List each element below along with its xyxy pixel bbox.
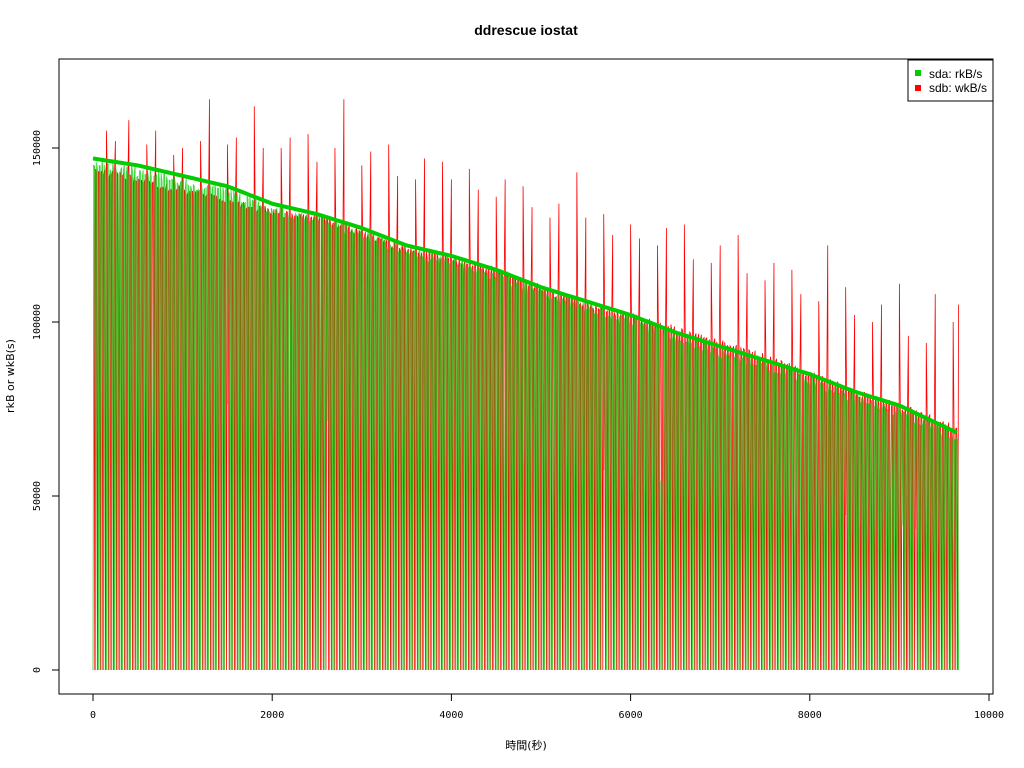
legend: sda: rkB/s sdb: wkB/s bbox=[907, 59, 994, 102]
x-tick-label: 0 bbox=[90, 710, 96, 721]
x-axis: 0 2000 4000 6000 8000 10000 bbox=[90, 693, 1004, 721]
legend-swatch-sdb bbox=[915, 85, 921, 91]
legend-label-sdb: sdb: wkB/s bbox=[929, 81, 987, 95]
legend-label-sda: sda: rkB/s bbox=[929, 67, 982, 81]
x-tick-label: 4000 bbox=[439, 710, 463, 721]
series-line-sda bbox=[92, 160, 959, 671]
x-tick-label: 2000 bbox=[260, 710, 284, 721]
legend-box bbox=[907, 59, 994, 102]
y-tick-label: 100000 bbox=[32, 304, 43, 340]
plot-data bbox=[92, 99, 959, 671]
y-tick-label: 50000 bbox=[32, 481, 43, 511]
x-tick-label: 8000 bbox=[798, 710, 822, 721]
series-top-sda bbox=[92, 156, 958, 435]
y-axis: 0 50000 100000 150000 bbox=[32, 130, 60, 673]
x-tick-label: 6000 bbox=[619, 710, 643, 721]
y-tick-label: 150000 bbox=[32, 130, 43, 166]
y-tick-label: 0 bbox=[32, 667, 43, 673]
y-axis-label: rkB or wkB(s) bbox=[4, 339, 17, 413]
x-axis-label: 時間(秒) bbox=[505, 738, 547, 752]
x-tick-label: 10000 bbox=[974, 710, 1004, 721]
chart-title: ddrescue iostat bbox=[474, 22, 578, 38]
legend-swatch-sda bbox=[915, 70, 921, 76]
